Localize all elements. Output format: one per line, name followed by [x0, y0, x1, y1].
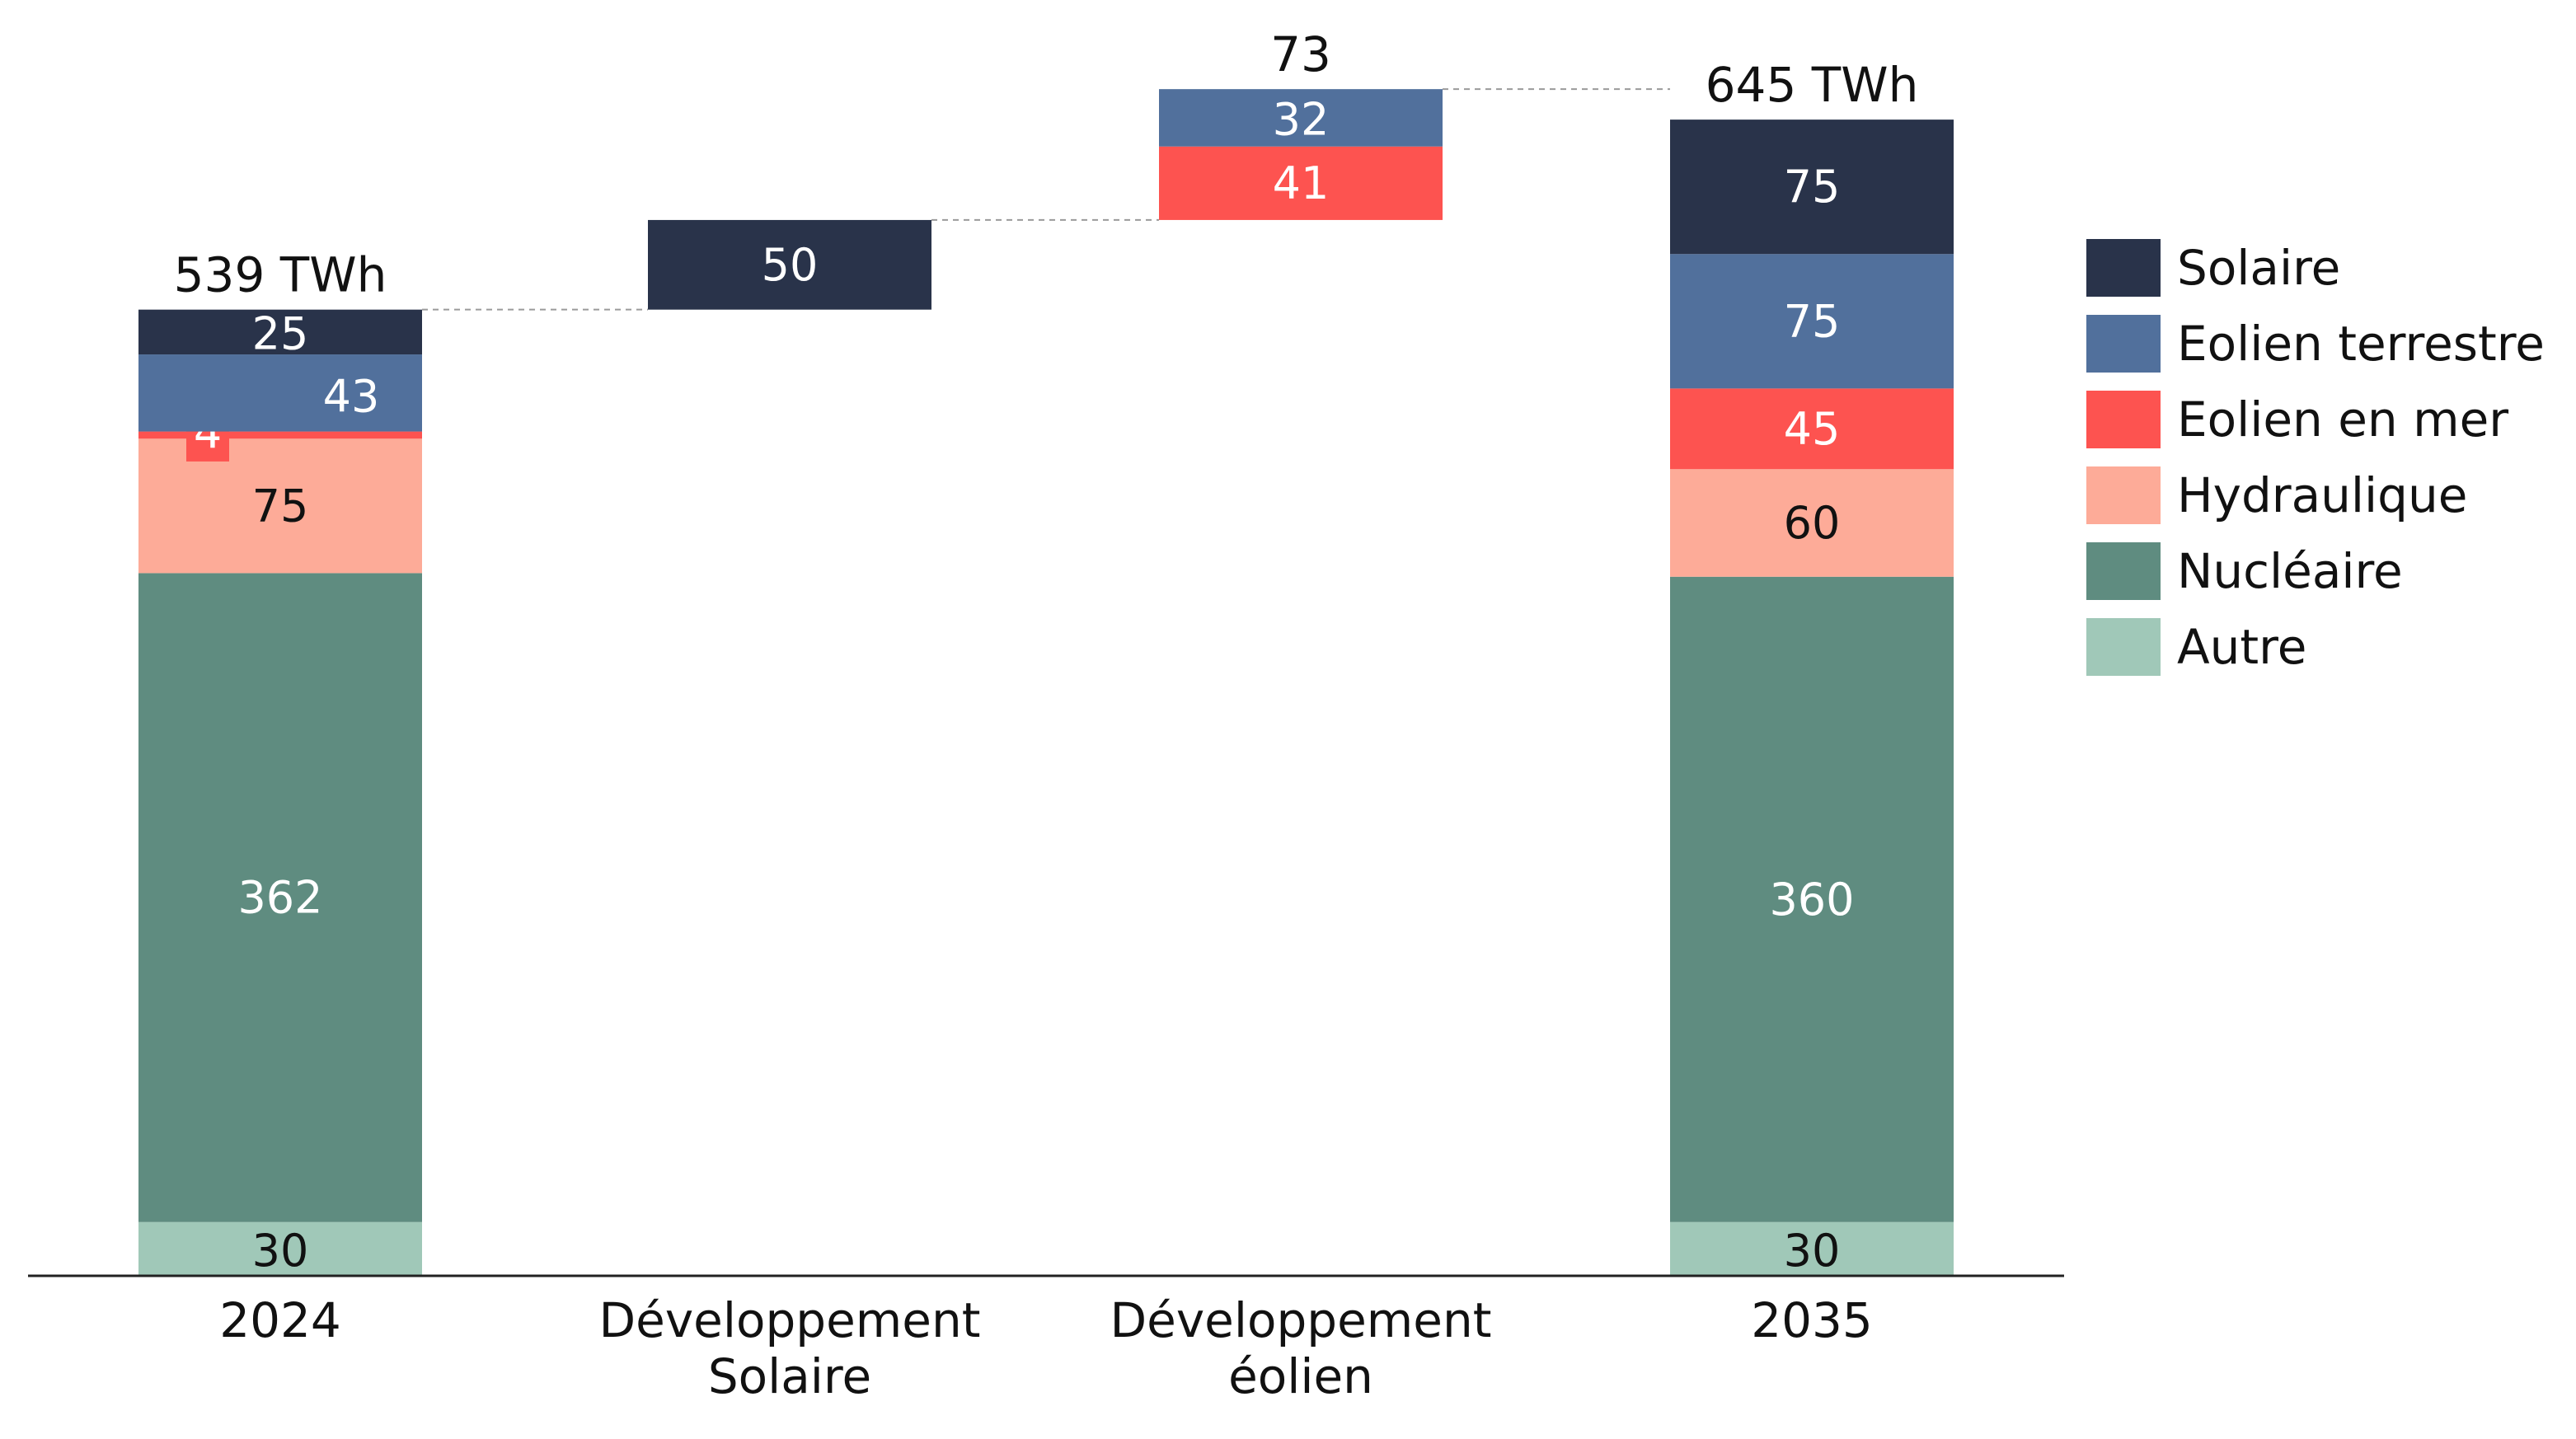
data-label-2035-hydraulique: 60	[1784, 497, 1841, 549]
bar-segment-2035-eolien-terrestre	[1670, 254, 1954, 389]
data-label-2024-hydraulique: 75	[252, 480, 309, 532]
legend-swatch-autre	[2086, 618, 2161, 676]
legend-swatch-nucleaire	[2086, 542, 2161, 600]
x-tick-label-developpement-eolien-line2: éolien	[1228, 1348, 1373, 1404]
legend-label-eolien-terrestre: Eolien terrestre	[2177, 316, 2545, 372]
bar-segment-developpement-solaire-solaire	[648, 219, 931, 310]
x-tick-label-developpement-solaire-line1: Développement	[599, 1292, 981, 1348]
legend-swatch-hydraulique	[2086, 466, 2161, 524]
bar-segment-2035-solaire	[1670, 120, 1954, 255]
legend-swatch-solaire	[2086, 239, 2161, 297]
data-label-2024-solaire: 25	[252, 307, 309, 359]
legend: Solaire Eolien terrestre Eolien en mer Hydr…	[2086, 239, 2545, 676]
x-tick-label-developpement-solaire-line2: Solaire	[708, 1348, 871, 1404]
category-labels: 2024 DéveloppementSolaireDéveloppementéol…	[219, 1292, 1873, 1404]
x-tick-label-2024: 2024	[219, 1292, 341, 1348]
bar-segment-2035-hydraulique	[1670, 469, 1954, 577]
total-label-developpement-eolien: 73	[1270, 26, 1331, 82]
bar-segment-2024-autre	[138, 1221, 422, 1276]
x-tick-label-2035: 2035	[1751, 1292, 1873, 1348]
legend-swatch-eolien-terrestre	[2086, 315, 2161, 373]
total-label-2024: 539 TWh	[174, 247, 387, 303]
bar-segment-developpement-eolien-eolien-en-mer	[1159, 146, 1443, 220]
data-label-developpement-eolien-eolien-terrestre: 32	[1273, 93, 1330, 145]
data-label-2035-autre: 30	[1784, 1225, 1841, 1277]
x-tick-label-developpement-eolien-line1: Développement	[1110, 1292, 1492, 1348]
bar-segment-2024-solaire	[138, 309, 422, 355]
bar-segment-2035-eolien-en-mer	[1670, 388, 1954, 470]
data-label-2024-eolien-terrestre: 43	[323, 370, 380, 422]
bar-segment-developpement-eolien-eolien-terrestre	[1159, 89, 1443, 147]
bar-segment-2035-autre	[1670, 1221, 1954, 1276]
data-label-2035-eolien-en-mer: 45	[1784, 403, 1841, 455]
bar-segment-2024-nucleaire	[138, 573, 422, 1222]
data-label-2035-nucleaire: 360	[1769, 874, 1854, 926]
connector-lines	[422, 88, 1670, 311]
data-label-2024-autre: 30	[252, 1225, 309, 1277]
legend-label-nucleaire: Nucléaire	[2177, 543, 2403, 599]
bar-segment-2035-nucleaire	[1670, 576, 1954, 1222]
bar-segment-2024-eolien-en-mer	[138, 431, 422, 439]
data-label-developpement-solaire-solaire: 50	[762, 239, 819, 291]
legend-swatch-eolien-en-mer	[2086, 391, 2161, 448]
total-labels: 539 TWh 73 645 TWh	[174, 26, 1919, 303]
legend-label-autre: Autre	[2177, 619, 2306, 675]
total-label-2035: 645 TWh	[1706, 57, 1919, 113]
legend-label-eolien-en-mer: Eolien en mer	[2177, 391, 2508, 448]
bar-segment-2024-hydraulique	[138, 438, 422, 574]
legend-label-hydraulique: Hydraulique	[2177, 467, 2467, 523]
legend-label-solaire: Solaire	[2177, 240, 2340, 296]
data-label-2035-solaire: 75	[1784, 161, 1841, 213]
data-label-2024-nucleaire: 362	[237, 872, 322, 924]
data-label-2035-eolien-terrestre: 75	[1784, 295, 1841, 347]
data-label-developpement-eolien-eolien-en-mer: 41	[1273, 157, 1330, 209]
bar-segment-2024-eolien-terrestre	[138, 354, 422, 432]
